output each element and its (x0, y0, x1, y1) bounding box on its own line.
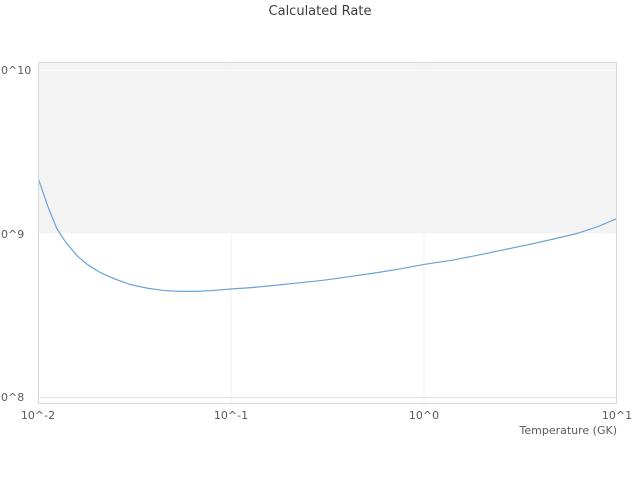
x-tick-label: 10^1 (601, 409, 633, 422)
y-tick-label: 0^8 (1, 391, 25, 405)
shaded-band (38, 62, 617, 234)
rate-line-series (37, 177, 618, 292)
x-tick-label: 10^-1 (213, 409, 249, 422)
chart-title: Calculated Rate (268, 4, 372, 19)
plot-border (38, 62, 617, 404)
x-axis-title: Temperature (GK) (519, 424, 618, 437)
y-tick-label: 0^9 (1, 227, 25, 241)
y-tick-label: 0^10 (1, 64, 32, 78)
chart-svg (37, 62, 618, 404)
x-tick-label: 10^0 (408, 409, 440, 422)
plot-area (37, 62, 618, 404)
x-tick-label: 10^-2 (20, 409, 56, 422)
